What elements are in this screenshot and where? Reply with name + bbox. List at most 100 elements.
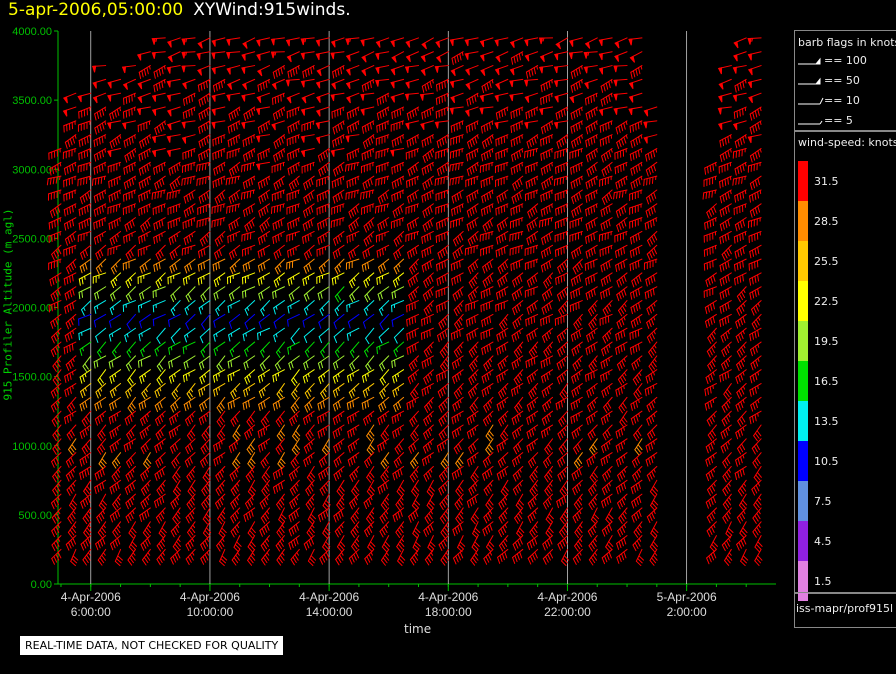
- wind-barb: [495, 78, 509, 90]
- wind-barb: [570, 175, 583, 190]
- wind-barb: [555, 106, 568, 121]
- wind-barb: [183, 230, 196, 246]
- wind-barb: [750, 341, 762, 357]
- wind-barb: [630, 396, 643, 411]
- wind-barb: [153, 161, 166, 175]
- wind-barb: [244, 341, 256, 357]
- wind-barb: [454, 493, 464, 511]
- wind-barb: [740, 548, 749, 567]
- wind-barb: [181, 37, 196, 46]
- wind-barb: [318, 452, 330, 468]
- wind-barb: [423, 521, 434, 537]
- wind-barb: [556, 327, 568, 343]
- wind-barb: [406, 106, 419, 121]
- wind-barb: [498, 410, 509, 427]
- wind-barb: [481, 383, 494, 398]
- wind-barb: [332, 383, 345, 398]
- wind-barb: [63, 189, 77, 202]
- wind-barb: [93, 313, 107, 328]
- wind-barb: [452, 244, 464, 260]
- wind-barb: [64, 410, 77, 425]
- wind-barb: [364, 286, 375, 303]
- wind-barb: [201, 313, 211, 331]
- wind-barb: [436, 438, 449, 453]
- wind-barb: [629, 203, 643, 215]
- wind-barb: [350, 521, 360, 538]
- wind-barb: [185, 438, 196, 455]
- wind-barb: [199, 327, 211, 344]
- wind-barb: [554, 161, 568, 175]
- wind-barb: [479, 51, 494, 62]
- wind-barb: [256, 51, 271, 61]
- wind-barb: [292, 424, 301, 442]
- wind-barb: [109, 369, 122, 384]
- wind-barb: [572, 355, 583, 372]
- wind-barb: [707, 355, 717, 372]
- wind-barb: [332, 65, 345, 79]
- wind-barb: [140, 341, 151, 358]
- wind-barb: [749, 120, 762, 135]
- wind-barb: [244, 424, 256, 440]
- y-tick-label: 4000.00: [12, 26, 52, 38]
- wind-barb: [482, 258, 494, 274]
- wind-barb: [438, 535, 449, 551]
- wind-barb: [423, 369, 434, 385]
- wind-barb: [643, 175, 658, 187]
- wind-barb: [186, 493, 196, 511]
- wind-barb: [332, 134, 345, 148]
- wind-barb: [706, 203, 717, 219]
- wind-barb: [588, 548, 598, 566]
- wind-barb: [614, 161, 628, 175]
- wind-barb: [527, 203, 539, 219]
- wind-barb: [77, 92, 92, 103]
- wind-barb: [108, 175, 122, 189]
- y-tick-label: 2000.00: [12, 303, 52, 315]
- wind-barb: [381, 535, 391, 553]
- wind-barb: [438, 313, 449, 330]
- wind-barb: [122, 189, 136, 202]
- wind-barb: [449, 175, 464, 186]
- wind-barb: [228, 286, 241, 302]
- wind-barb: [330, 92, 345, 102]
- wind-barb: [66, 424, 77, 441]
- wind-barb: [466, 189, 479, 204]
- wind-barb: [510, 120, 524, 134]
- wind-barb: [273, 175, 285, 191]
- wind-barb: [420, 120, 434, 131]
- wind-barb: [734, 78, 747, 93]
- wind-barb: [228, 189, 241, 205]
- wind-barb: [199, 369, 211, 385]
- wind-barb: [255, 134, 271, 143]
- wind-barb: [109, 134, 122, 149]
- wind-barb: [405, 120, 419, 130]
- wind-barb: [421, 78, 434, 93]
- wind-barb: [392, 507, 405, 523]
- wind-barb: [380, 424, 390, 442]
- wind-barb: [509, 230, 524, 242]
- wind-barb: [614, 37, 628, 49]
- wind-barb: [396, 479, 405, 497]
- wind-barb: [421, 37, 434, 50]
- wind-barb: [302, 217, 315, 232]
- wind-barb: [486, 535, 495, 553]
- wind-barb: [333, 327, 345, 344]
- wind-barb: [125, 272, 136, 289]
- wind-barb: [509, 78, 524, 88]
- wind-barb: [630, 479, 643, 495]
- wind-barb: [707, 327, 717, 344]
- wind-barb: [629, 189, 643, 202]
- colorbar-swatch: [798, 481, 808, 521]
- wind-barb: [482, 452, 494, 468]
- wind-barb: [330, 51, 345, 60]
- wind-barb: [613, 189, 628, 200]
- wind-barb: [331, 272, 345, 286]
- wind-barb: [464, 51, 479, 60]
- wind-barb: [182, 369, 196, 383]
- wind-barb: [199, 230, 211, 247]
- wind-barb: [616, 355, 628, 371]
- wind-barb: [362, 383, 375, 398]
- wind-barb: [362, 313, 375, 329]
- wind-barb: [183, 203, 196, 218]
- wind-barb: [526, 327, 539, 343]
